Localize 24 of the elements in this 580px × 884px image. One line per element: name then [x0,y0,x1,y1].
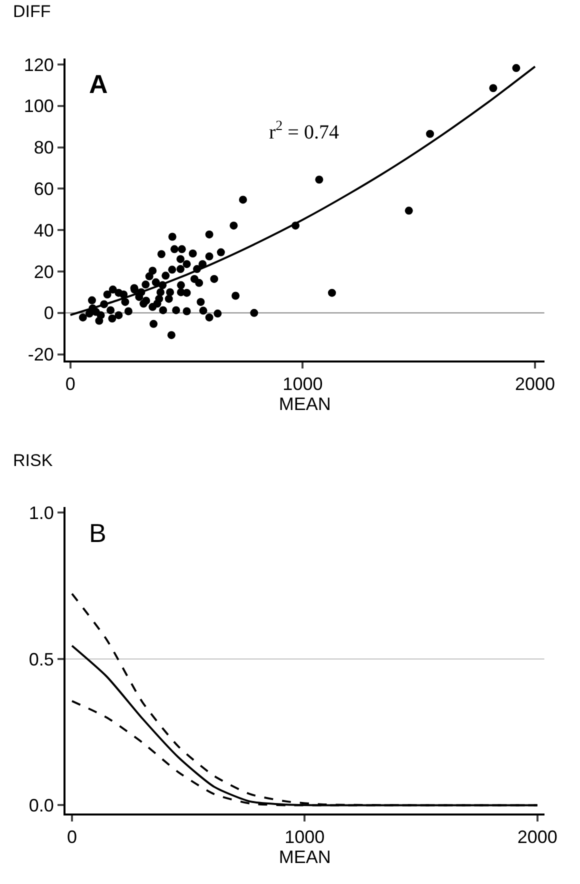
y-tick-label: 60 [34,179,54,200]
y-tick-label: 120 [24,54,54,75]
y-tick-label: 0.5 [28,649,54,670]
y-tick-label: 0 [44,303,54,324]
x-tick-label: 2000 [515,374,556,394]
x-tick-label: 2000 [517,827,558,848]
annotation: r$^{2}$ = 0.74 [269,119,339,144]
y-tick-label: 100 [24,96,54,116]
y-tick-label: 40 [34,220,54,240]
x-tick-label: 1000 [282,374,323,394]
y-axis-title: RISK [13,451,54,470]
x-axis-title: MEAN [278,847,331,868]
annotation: B [89,518,106,548]
y-axis-title: DIFF [13,2,51,21]
annotation: A [89,69,108,99]
y-tick-label: -20 [28,344,54,365]
y-tick-label: 20 [34,262,54,282]
x-tick-label: 0 [65,374,76,394]
y-tick-label: 0.0 [28,796,54,816]
y-tick-label: 80 [34,138,54,158]
x-axis-title: MEAN [278,394,331,414]
y-tick-label: 1.0 [28,502,54,523]
x-tick-label: 0 [66,827,78,848]
x-tick-label: 1000 [284,827,325,848]
